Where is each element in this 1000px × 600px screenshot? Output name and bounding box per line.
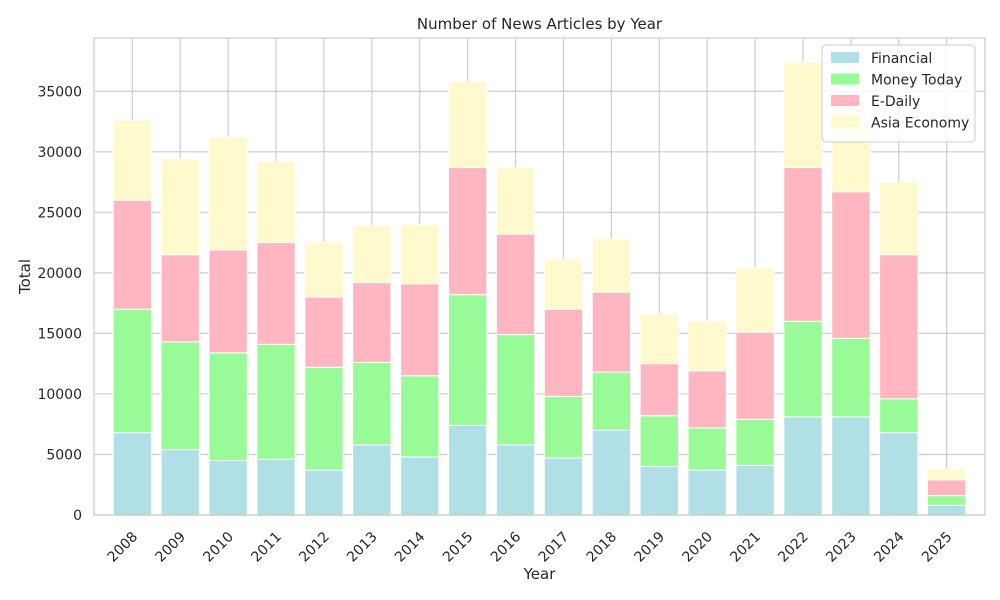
bar-segment-financial [400, 456, 440, 516]
y-tick-label: 20000 [37, 266, 82, 282]
bar-segment-asia-economy [208, 136, 248, 251]
bar-segment-e-daily [400, 283, 440, 377]
bar-segment-asia-economy [400, 223, 440, 285]
bar-segment-asia-economy [160, 158, 200, 256]
legend-swatch [831, 116, 859, 128]
bar-segment-asia-economy [687, 320, 727, 372]
bar-segment-e-daily [687, 370, 727, 429]
bar-segment-asia-economy [112, 119, 152, 201]
bar-segment-financial [783, 416, 823, 516]
bar-segment-e-daily [735, 331, 775, 420]
bar-segment-money-today [400, 375, 440, 458]
bar-segment-money-today [591, 371, 632, 431]
legend-swatch [831, 52, 859, 63]
y-tick-label: 15000 [37, 326, 82, 342]
bar-segment-asia-economy [256, 160, 296, 244]
bar-segment-asia-economy [639, 313, 679, 365]
y-tick-label: 25000 [37, 205, 82, 221]
bar-segment-asia-economy [783, 61, 823, 169]
bar-segment-e-daily [879, 254, 919, 400]
bar-segment-financial [208, 460, 248, 516]
bar-segment-financial [879, 432, 919, 516]
y-tick-label: 30000 [37, 145, 82, 161]
bar-segment-money-today [879, 398, 919, 434]
legend-label: Money Today [871, 73, 962, 89]
bar-segment-money-today [112, 308, 152, 434]
bar-segment-money-today [783, 320, 823, 418]
bar-segment-money-today [831, 337, 871, 418]
bar-segment-e-daily [639, 363, 679, 417]
legend: Financial Money Today E-Daily Asia Economy [821, 44, 976, 143]
legend-label: Asia Economy [871, 116, 969, 132]
bar-segment-financial [352, 444, 392, 516]
bar-segment-e-daily [495, 233, 536, 336]
bar-segment-money-today [208, 352, 248, 462]
bar-segment-financial [543, 457, 584, 516]
legend-swatch [831, 73, 859, 85]
y-tick-label: 5000 [46, 447, 82, 463]
bar-segment-money-today [687, 427, 727, 471]
bar-segment-e-daily [256, 242, 296, 345]
bar-segment-financial [591, 429, 632, 516]
bar-segment-money-today [304, 366, 344, 471]
bar-segment-asia-economy [304, 242, 344, 298]
bar-segment-financial [831, 416, 871, 516]
bar-segment-asia-economy [543, 259, 584, 310]
bar-segment-asia-economy [352, 225, 392, 284]
legend-label: E-Daily [871, 94, 920, 110]
bar-segment-e-daily [160, 254, 200, 343]
bar-segment-financial [639, 466, 679, 516]
bar-segment-financial [447, 424, 488, 516]
bar-segment-money-today [543, 395, 584, 459]
bar-segment-e-daily [543, 308, 584, 397]
bar-segment-e-daily [304, 296, 344, 368]
bar-segment-e-daily [831, 191, 871, 339]
plot-frame [93, 37, 986, 516]
bar-segment-e-daily [927, 479, 967, 497]
bar-segment-e-daily [447, 167, 488, 296]
bar-segment-financial [687, 469, 727, 516]
bar-segment-money-today [352, 361, 392, 446]
legend-label: Financial [871, 51, 932, 67]
bar-segment-money-today [495, 334, 536, 446]
bar-segment-financial [304, 469, 344, 516]
bar-segment-financial [112, 432, 152, 516]
bar-segment-e-daily [352, 282, 392, 363]
bar-segment-e-daily [591, 291, 632, 373]
y-tick-label: 0 [73, 508, 82, 524]
bar-segment-money-today [735, 418, 775, 466]
bar-segment-financial [927, 504, 967, 516]
x-axis-title: Year [523, 565, 557, 583]
bar-segment-financial [495, 444, 536, 516]
bar-segment-asia-economy [495, 167, 536, 235]
bar-segment-money-today [639, 415, 679, 468]
bar-segment-asia-economy [879, 181, 919, 256]
bar-segment-e-daily [112, 199, 152, 310]
bar-segment-money-today [447, 294, 488, 426]
bar-segment-asia-economy [927, 468, 967, 481]
bar-segment-e-daily [783, 167, 823, 322]
bar-segment-asia-economy [591, 238, 632, 293]
bar-segment-e-daily [208, 249, 248, 354]
y-tick-label: 35000 [37, 84, 82, 100]
bar-segment-asia-economy [735, 267, 775, 333]
bar-segment-financial [735, 464, 775, 516]
legend-box [821, 44, 976, 143]
legend-swatch [831, 95, 859, 106]
bar-segment-money-today [256, 343, 296, 460]
bar-layer [112, 61, 967, 516]
bar-segment-financial [160, 449, 200, 516]
bar-segment-asia-economy [447, 81, 488, 169]
bar-segment-money-today [927, 495, 967, 506]
chart-title: Number of News Articles by Year [417, 15, 663, 33]
y-tick-label: 10000 [37, 387, 82, 403]
bar-segment-financial [256, 458, 296, 516]
y-axis-title: Total [16, 259, 34, 295]
bar-segment-money-today [160, 341, 200, 451]
